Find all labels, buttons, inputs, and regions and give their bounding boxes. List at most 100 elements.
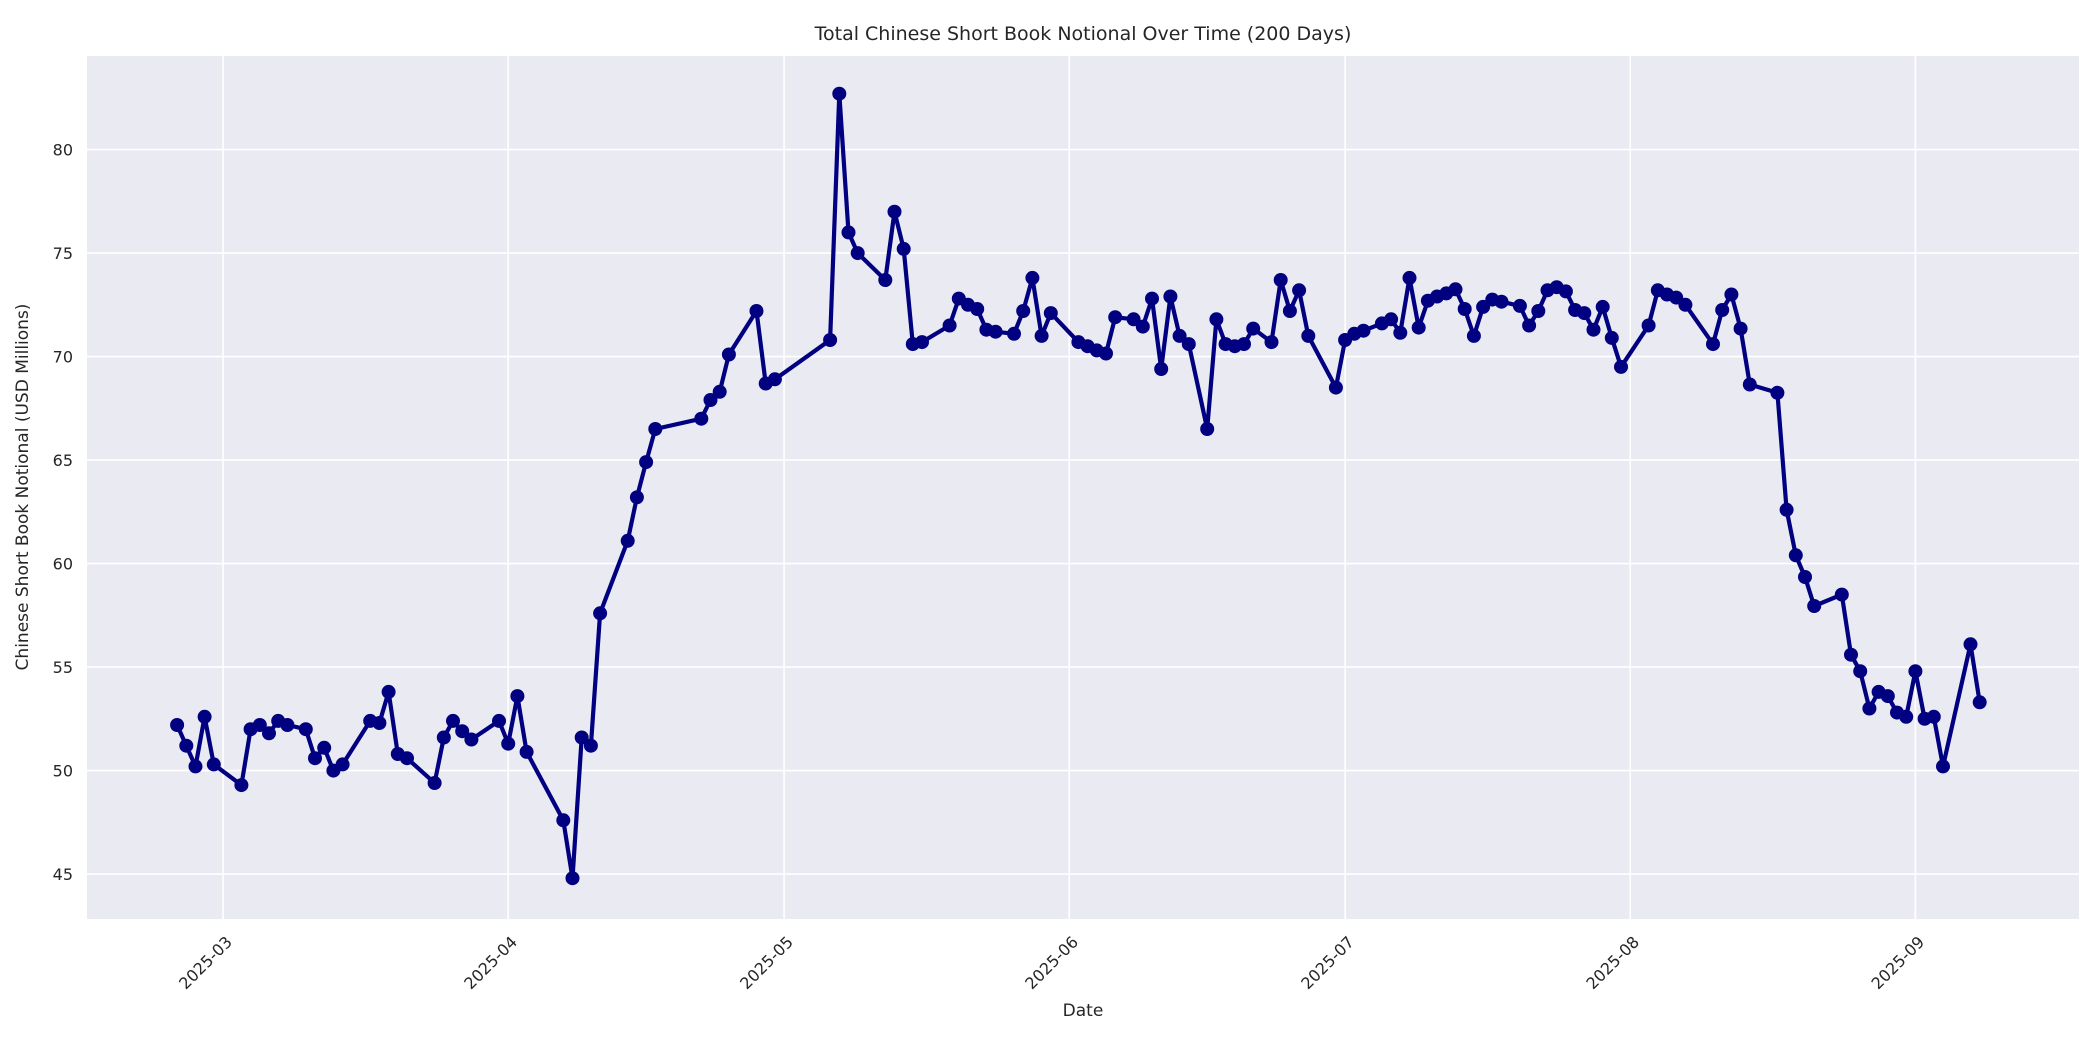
y-tick-label: 70 — [53, 348, 73, 367]
data-point-marker — [1108, 310, 1123, 325]
data-point-marker — [1145, 291, 1159, 306]
data-point-marker — [1457, 302, 1472, 316]
data-point-marker — [1099, 346, 1113, 361]
data-point-marker — [400, 751, 414, 766]
data-point-marker — [823, 333, 838, 347]
data-point-marker — [1788, 548, 1803, 563]
data-point-marker — [1200, 422, 1215, 436]
data-point-marker — [1411, 320, 1426, 335]
data-point-marker — [1264, 335, 1279, 350]
data-point-marker — [492, 713, 506, 728]
data-point-marker — [1448, 282, 1463, 297]
data-point-marker — [381, 684, 396, 699]
data-point-marker — [1292, 283, 1307, 298]
data-point-marker — [1641, 318, 1656, 333]
data-point-marker — [1936, 759, 1950, 774]
data-point-marker — [188, 759, 203, 774]
x-tick-label: 2025-04 — [460, 932, 521, 993]
data-point-marker — [1025, 270, 1040, 285]
data-point-marker — [206, 757, 221, 772]
data-point-marker — [620, 533, 635, 548]
data-point-marker — [850, 246, 865, 261]
x-axis-label: Date — [1063, 1001, 1104, 1021]
y-tick-label: 75 — [53, 244, 73, 263]
data-point-marker — [1512, 298, 1527, 313]
data-point-marker — [510, 689, 525, 704]
data-point-marker — [970, 302, 985, 316]
data-point-marker — [1899, 709, 1914, 724]
y-axis-label: Chinese Short Book Notional (USD Million… — [13, 304, 33, 671]
y-tick-label: 55 — [53, 658, 73, 677]
x-tick-label: 2025-06 — [1021, 932, 1082, 993]
data-point-marker — [1779, 502, 1794, 517]
data-point-marker — [1834, 587, 1849, 602]
data-point-marker — [317, 740, 332, 755]
data-point-marker — [1034, 328, 1049, 343]
data-point-marker — [1807, 599, 1822, 613]
data-point-marker — [1273, 273, 1288, 287]
data-point-marker — [464, 732, 479, 747]
data-point-marker — [915, 335, 929, 350]
data-point-marker — [767, 372, 782, 387]
data-point-marker — [280, 718, 295, 732]
data-point-marker — [308, 751, 322, 766]
data-point-marker — [574, 730, 589, 745]
data-point-marker — [372, 716, 387, 730]
data-point-marker — [694, 411, 709, 426]
y-tick-label: 50 — [53, 762, 73, 781]
data-point-marker — [878, 273, 893, 287]
data-point-marker — [262, 726, 276, 741]
data-point-marker — [1531, 304, 1546, 318]
data-point-marker — [1043, 306, 1058, 321]
data-point-marker — [896, 241, 911, 256]
data-point-marker — [1154, 362, 1169, 376]
data-point-marker — [1604, 330, 1619, 345]
data-point-marker — [1770, 385, 1785, 400]
data-point-marker — [1282, 304, 1297, 318]
data-point-marker — [1172, 328, 1187, 343]
data-point-marker — [639, 455, 654, 470]
data-point-marker — [1908, 664, 1923, 679]
data-point-marker — [1237, 337, 1251, 352]
data-point-marker — [1844, 647, 1858, 662]
data-point-marker — [501, 736, 516, 751]
data-point-marker — [446, 713, 460, 728]
data-point-marker — [1733, 321, 1748, 336]
data-point-marker — [1972, 695, 1987, 710]
data-point-marker — [1328, 380, 1343, 395]
data-point-marker — [1181, 337, 1196, 352]
x-tick-label: 2025-09 — [1867, 932, 1928, 993]
data-point-marker — [1880, 689, 1895, 704]
data-point-marker — [1595, 299, 1610, 314]
y-tick-label: 80 — [53, 141, 73, 160]
data-point-marker — [1724, 287, 1739, 302]
data-point-marker — [583, 738, 598, 753]
data-point-marker — [1678, 297, 1693, 312]
data-point-marker — [1494, 294, 1509, 309]
data-point-marker — [1798, 570, 1812, 584]
data-point-marker — [1466, 328, 1481, 343]
data-point-marker — [1007, 326, 1021, 341]
data-point-marker — [1393, 325, 1408, 340]
data-point-marker — [593, 606, 608, 621]
data-point-marker — [1558, 284, 1573, 299]
data-point-marker — [887, 204, 902, 219]
data-point-marker — [648, 422, 663, 436]
data-point-marker — [703, 393, 718, 407]
data-point-marker — [1614, 359, 1628, 374]
x-tick-label: 2025-03 — [175, 932, 236, 993]
data-point-marker — [436, 730, 451, 745]
data-point-marker — [1577, 306, 1592, 321]
data-point-marker — [1926, 709, 1941, 724]
data-point-marker — [427, 776, 442, 790]
data-point-marker — [1356, 323, 1371, 338]
data-point-marker — [252, 718, 267, 732]
x-tick-label: 2025-07 — [1297, 932, 1358, 993]
data-point-marker — [712, 384, 727, 399]
data-point-marker — [1522, 318, 1537, 333]
plot-background — [87, 56, 2079, 919]
data-point-marker — [335, 757, 350, 772]
data-point-marker — [234, 778, 249, 793]
data-point-marker — [455, 724, 470, 739]
